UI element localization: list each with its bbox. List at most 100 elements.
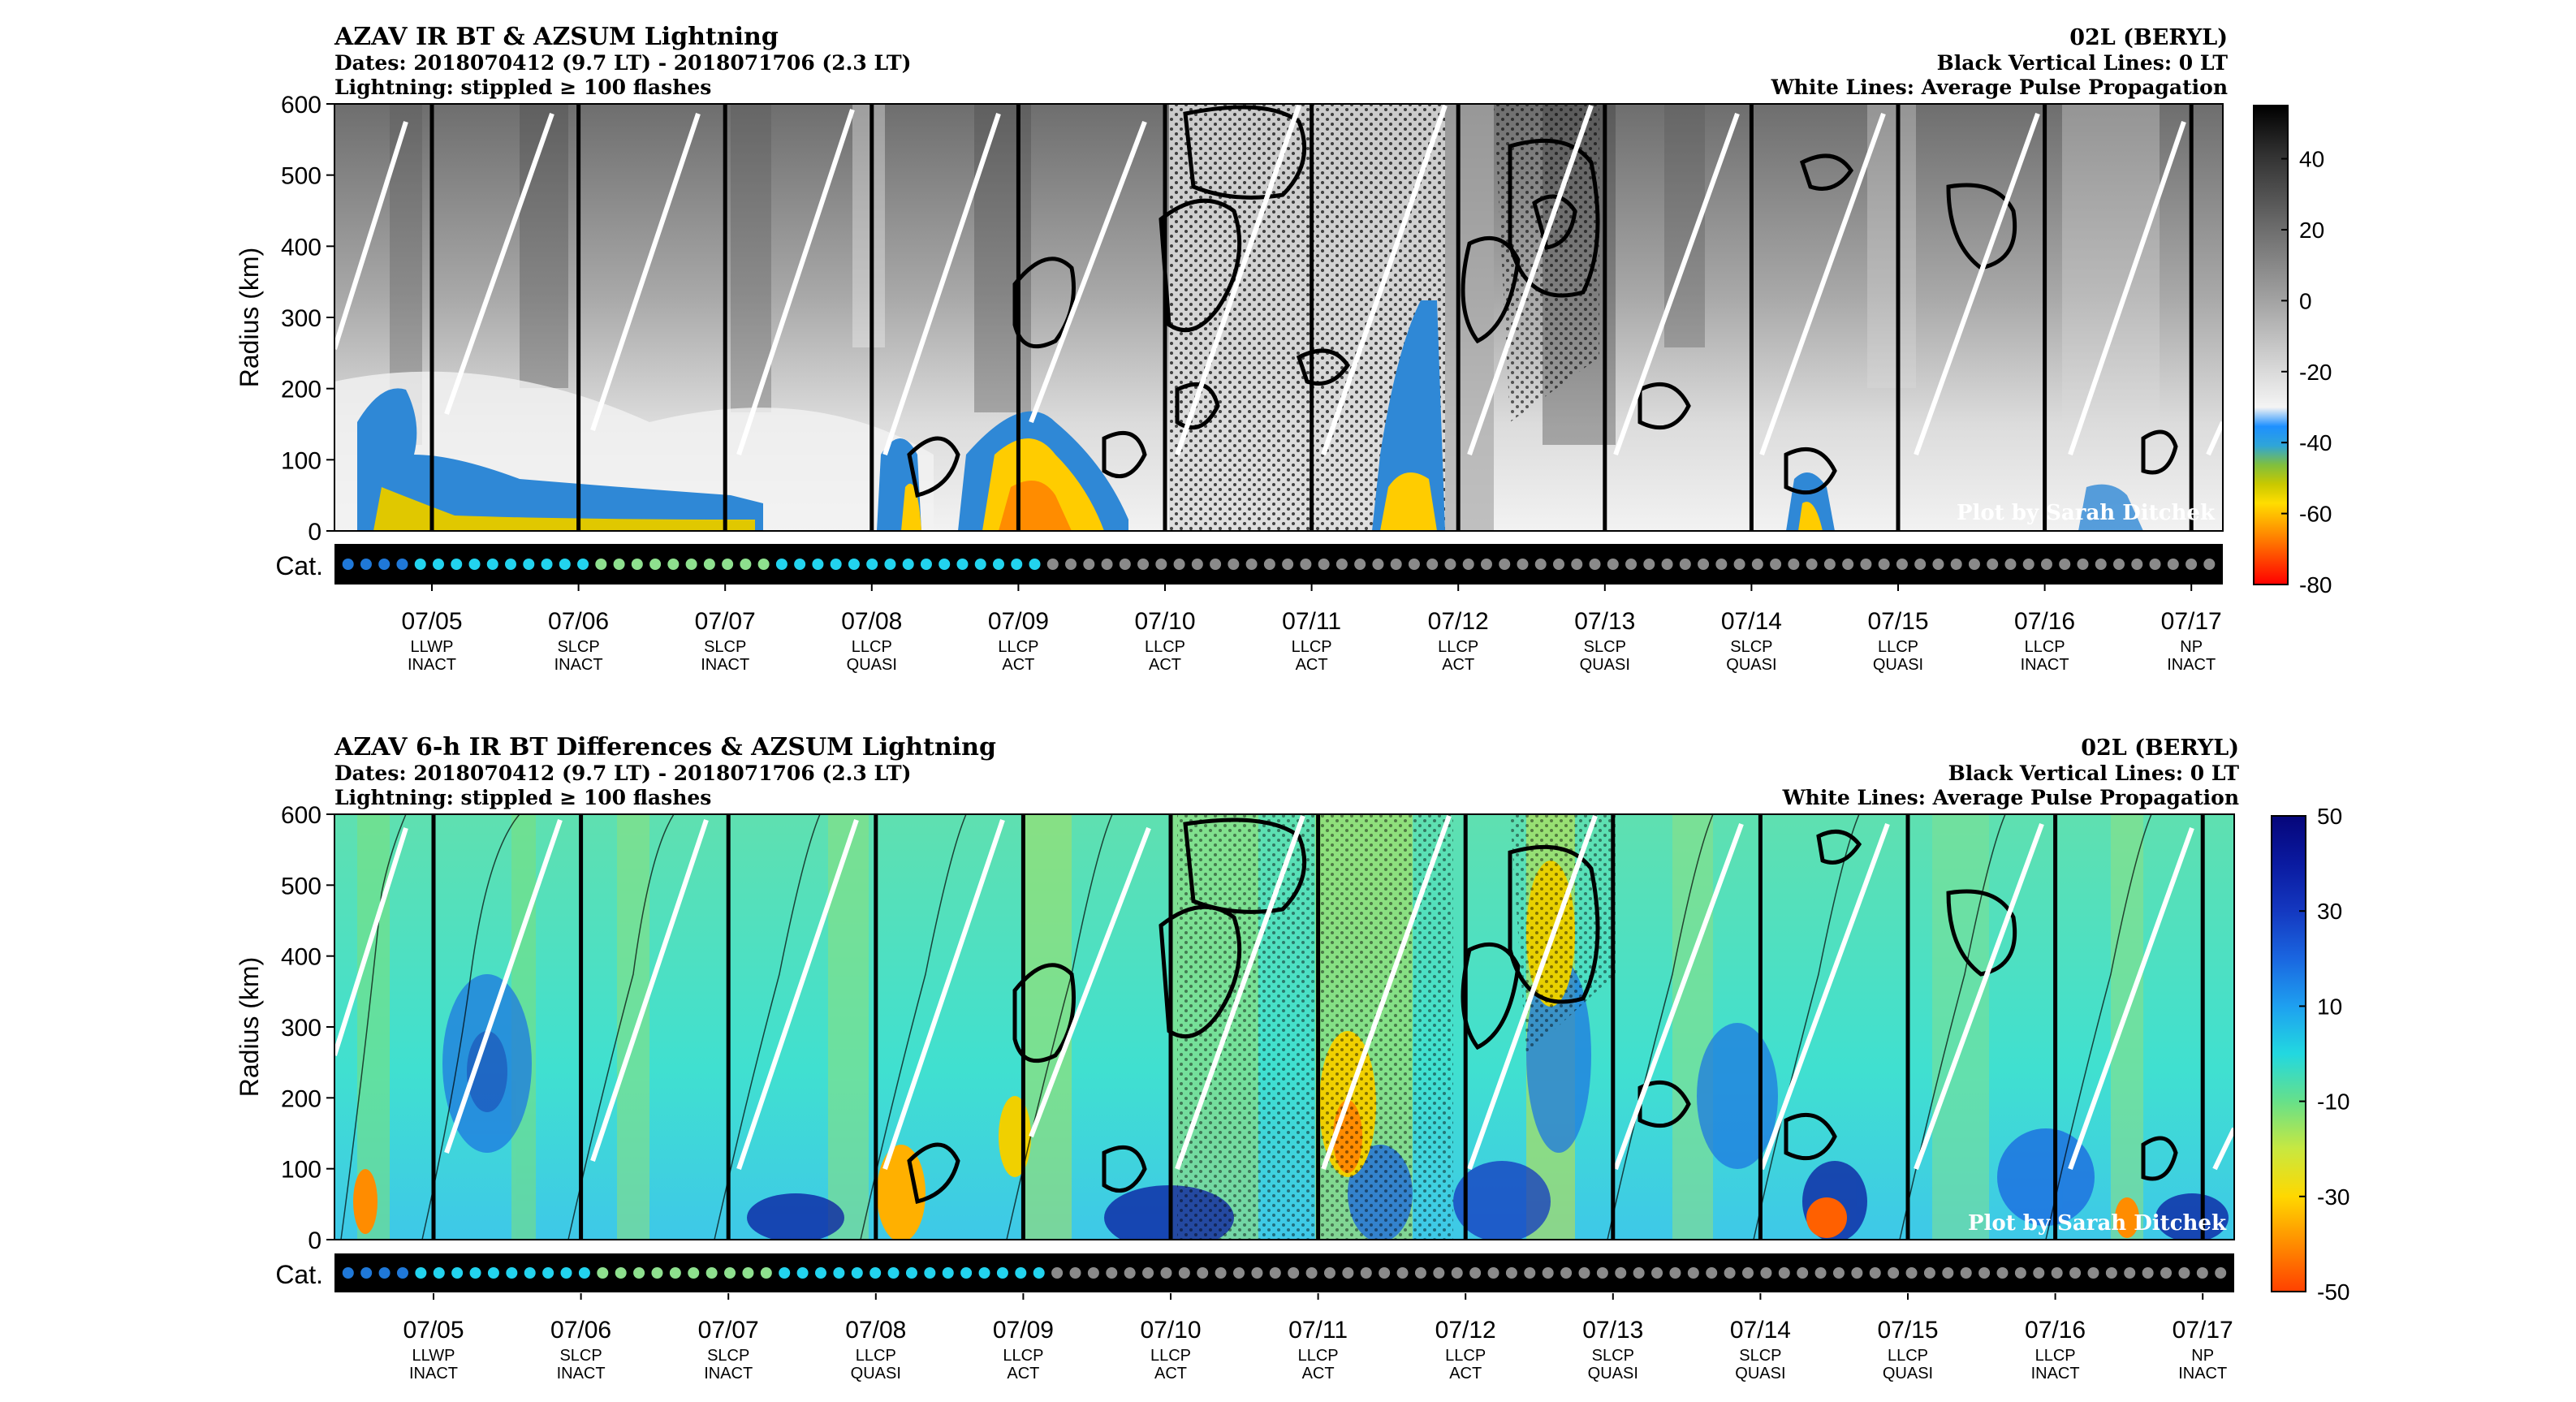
top-category-dot [1499, 559, 1511, 570]
top-x-stage-label: LLCP [1292, 638, 1332, 656]
top-y-tick-label: 600 [281, 92, 321, 119]
top-colorbar-tick-label: -20 [2299, 360, 2332, 385]
top-category-dot [1480, 559, 1492, 570]
top-x-phase-label: INACT [701, 656, 749, 674]
top-heatmap [334, 104, 2223, 531]
top-category-dot [505, 559, 517, 570]
top-vertical-lines-note: Black Vertical Lines: 0 LT [1937, 51, 2229, 75]
bot-category-dot [1051, 1267, 1064, 1279]
top-x-phase-label: ACT [1442, 656, 1474, 674]
top-category-dot [1878, 559, 1890, 570]
bot-category-dot [1160, 1267, 1172, 1279]
top-category-label: Cat. [275, 551, 323, 580]
top-lightning-note: Lightning: stippled ≥ 100 flashes [334, 75, 711, 99]
bot-category-dot [433, 1267, 445, 1279]
bot-x-date-label: 07/10 [1140, 1317, 1201, 1344]
top-category-dot [974, 559, 986, 570]
bot-colorbar-tick-label: 10 [2317, 994, 2342, 1019]
bot-x-phase-label: ACT [1007, 1365, 1039, 1383]
bot-category-dot [2215, 1267, 2227, 1279]
bot-category-dot [669, 1267, 681, 1279]
bottom-x-axis: 07/05LLWPINACT07/06SLCPINACT07/07SLCPINA… [403, 1293, 2233, 1383]
bot-x-phase-label: INACT [2031, 1365, 2080, 1383]
bot-category-dot [1923, 1267, 1935, 1279]
bot-category-dot [2142, 1267, 2154, 1279]
bot-x-stage-label: LLWP [412, 1347, 455, 1365]
bot-category-dot [560, 1267, 572, 1279]
top-category-dot [2186, 559, 2198, 570]
bot-y-tick-label: 100 [281, 1157, 321, 1184]
top-category-dot [1318, 559, 1330, 570]
top-storm: 02L (BERYL) [2069, 25, 2228, 50]
top-category-dot [1987, 559, 1999, 570]
bot-category-dot [1469, 1267, 1482, 1279]
top-x-phase-label: QUASI [1580, 656, 1630, 674]
bot-category-dot [415, 1267, 427, 1279]
top-category-dot [667, 559, 680, 570]
top-x-stage-label: LLCP [1438, 638, 1478, 656]
bot-x-date-label: 07/14 [1730, 1317, 1791, 1344]
top-x-date-label: 07/05 [401, 608, 462, 635]
top-category-dot [541, 559, 553, 570]
bot-category-dot [742, 1267, 754, 1279]
top-y-tick-label: 200 [281, 377, 321, 403]
bot-category-dot [1396, 1267, 1409, 1279]
top-category-dot [378, 559, 390, 570]
bottom-category-strip [334, 1253, 2234, 1292]
bot-category-dot [942, 1267, 954, 1279]
top-x-date-label: 07/16 [2014, 608, 2075, 635]
bot-category-dot [1124, 1267, 1136, 1279]
top-category-dot [1137, 559, 1150, 570]
bot-category-dot [651, 1267, 663, 1279]
bot-category-dot [1033, 1267, 1045, 1279]
bot-y-tick-label: 200 [281, 1085, 321, 1112]
bot-category-dot [1451, 1267, 1463, 1279]
bot-category-dot [1197, 1267, 1209, 1279]
bottom-dates: Dates: 2018070412 (9.7 LT) - 2018071706 … [334, 761, 911, 785]
top-x-date-label: 07/14 [1721, 608, 1782, 635]
bot-y-tick-label: 300 [281, 1015, 321, 1042]
bot-y-tick-label: 500 [281, 873, 321, 899]
top-category-dot [595, 559, 607, 570]
top-x-axis: 07/05LLWPINACT07/06SLCPINACT07/07SLCPINA… [401, 585, 2222, 674]
bot-category-dot [1269, 1267, 1281, 1279]
top-category-dot [2059, 559, 2071, 570]
top-panel: AZAV IR BT & AZSUM Lightning Dates: 2018… [235, 23, 2332, 674]
bot-x-stage-label: SLCP [707, 1347, 749, 1365]
bot-category-dot [1888, 1267, 1900, 1279]
bot-category-dot [1178, 1267, 1190, 1279]
bot-x-stage-label: LLCP [1298, 1347, 1339, 1365]
bot-category-dot [833, 1267, 845, 1279]
top-category-dot [1173, 559, 1185, 570]
top-category-dot [1679, 559, 1691, 570]
top-category-dot [1968, 559, 1980, 570]
top-y-axis: 0 100 200 300 400 500 600 [281, 92, 334, 546]
top-x-date-label: 07/15 [1867, 608, 1928, 635]
top-category-dot [1715, 559, 1728, 570]
top-category-dot [902, 559, 914, 570]
top-category-dot [1661, 559, 1673, 570]
top-category-dot [1553, 559, 1565, 570]
top-dates: Dates: 2018070412 (9.7 LT) - 2018071706 … [334, 51, 911, 75]
top-x-date-label: 07/10 [1134, 608, 1195, 635]
top-y-tick-label: 0 [308, 519, 321, 546]
top-category-dot [1698, 559, 1710, 570]
bot-category-dot [869, 1267, 882, 1279]
top-x-date-label: 07/11 [1282, 608, 1341, 635]
bottom-vertical-lines-note: Black Vertical Lines: 0 LT [1948, 761, 2240, 785]
bot-category-dot [1978, 1267, 1991, 1279]
bot-category-dot [1651, 1267, 1663, 1279]
top-category-dot [1751, 559, 1763, 570]
bot-x-stage-label: SLCP [1592, 1347, 1634, 1365]
bot-x-phase-label: INACT [704, 1365, 753, 1383]
top-category-dot [1390, 559, 1402, 570]
bot-x-stage-label: LLCP [1003, 1347, 1043, 1365]
top-colorbar-ticks: 40 20 0 -20 -40 -60 -80 [2281, 147, 2332, 597]
bot-category-dot [760, 1267, 772, 1279]
top-category-dot [1029, 559, 1041, 570]
bot-category-dot [960, 1267, 973, 1279]
top-category-dot [1842, 559, 1854, 570]
top-title: AZAV IR BT & AZSUM Lightning [334, 23, 779, 51]
bot-category-dot [524, 1267, 536, 1279]
bot-category-dot [1233, 1267, 1245, 1279]
